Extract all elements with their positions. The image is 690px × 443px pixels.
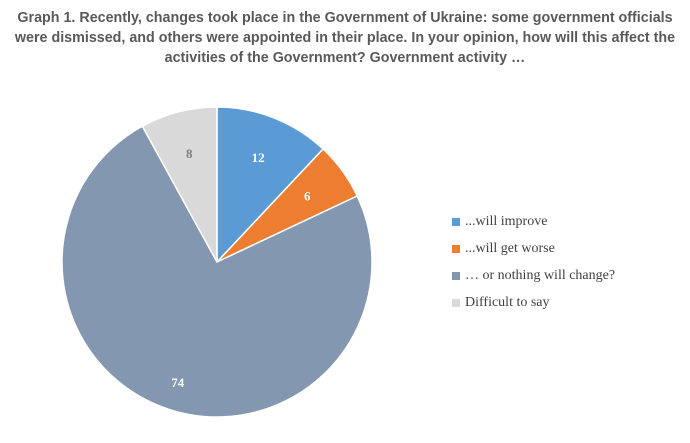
legend-item-will-get-worse: ...will get worse <box>452 235 615 262</box>
legend-swatch <box>452 217 460 226</box>
chart-title: Graph 1. Recently, changes took place in… <box>14 10 676 66</box>
legend-swatch <box>452 244 460 253</box>
pie-slice-difficult-to-say <box>141 106 218 263</box>
legend-label: Difficult to say <box>465 294 550 310</box>
legend-swatch <box>452 298 460 307</box>
legend-label: ...will improve <box>465 213 548 229</box>
legend-item-difficult-to-say: Difficult to say <box>452 289 615 316</box>
chart-legend: ...will improve ...will get worse … or not… <box>452 208 615 316</box>
pie-slice-or-nothing-will-change <box>61 125 373 418</box>
legend-label: ...will get worse <box>465 240 555 256</box>
legend-item-or-nothing-will-change: … or nothing will change? <box>452 262 615 289</box>
data-label-or-nothing-will-change: 74 <box>171 375 185 390</box>
legend-item-will-improve: ...will improve <box>452 208 615 235</box>
data-label-will-get-worse: 6 <box>304 188 311 203</box>
legend-label: … or nothing will change? <box>465 267 616 283</box>
data-label-will-improve: 12 <box>252 150 265 165</box>
data-label-difficult-to-say: 8 <box>186 146 193 161</box>
legend-swatch <box>452 271 460 280</box>
pie-slice-will-improve <box>216 106 325 264</box>
